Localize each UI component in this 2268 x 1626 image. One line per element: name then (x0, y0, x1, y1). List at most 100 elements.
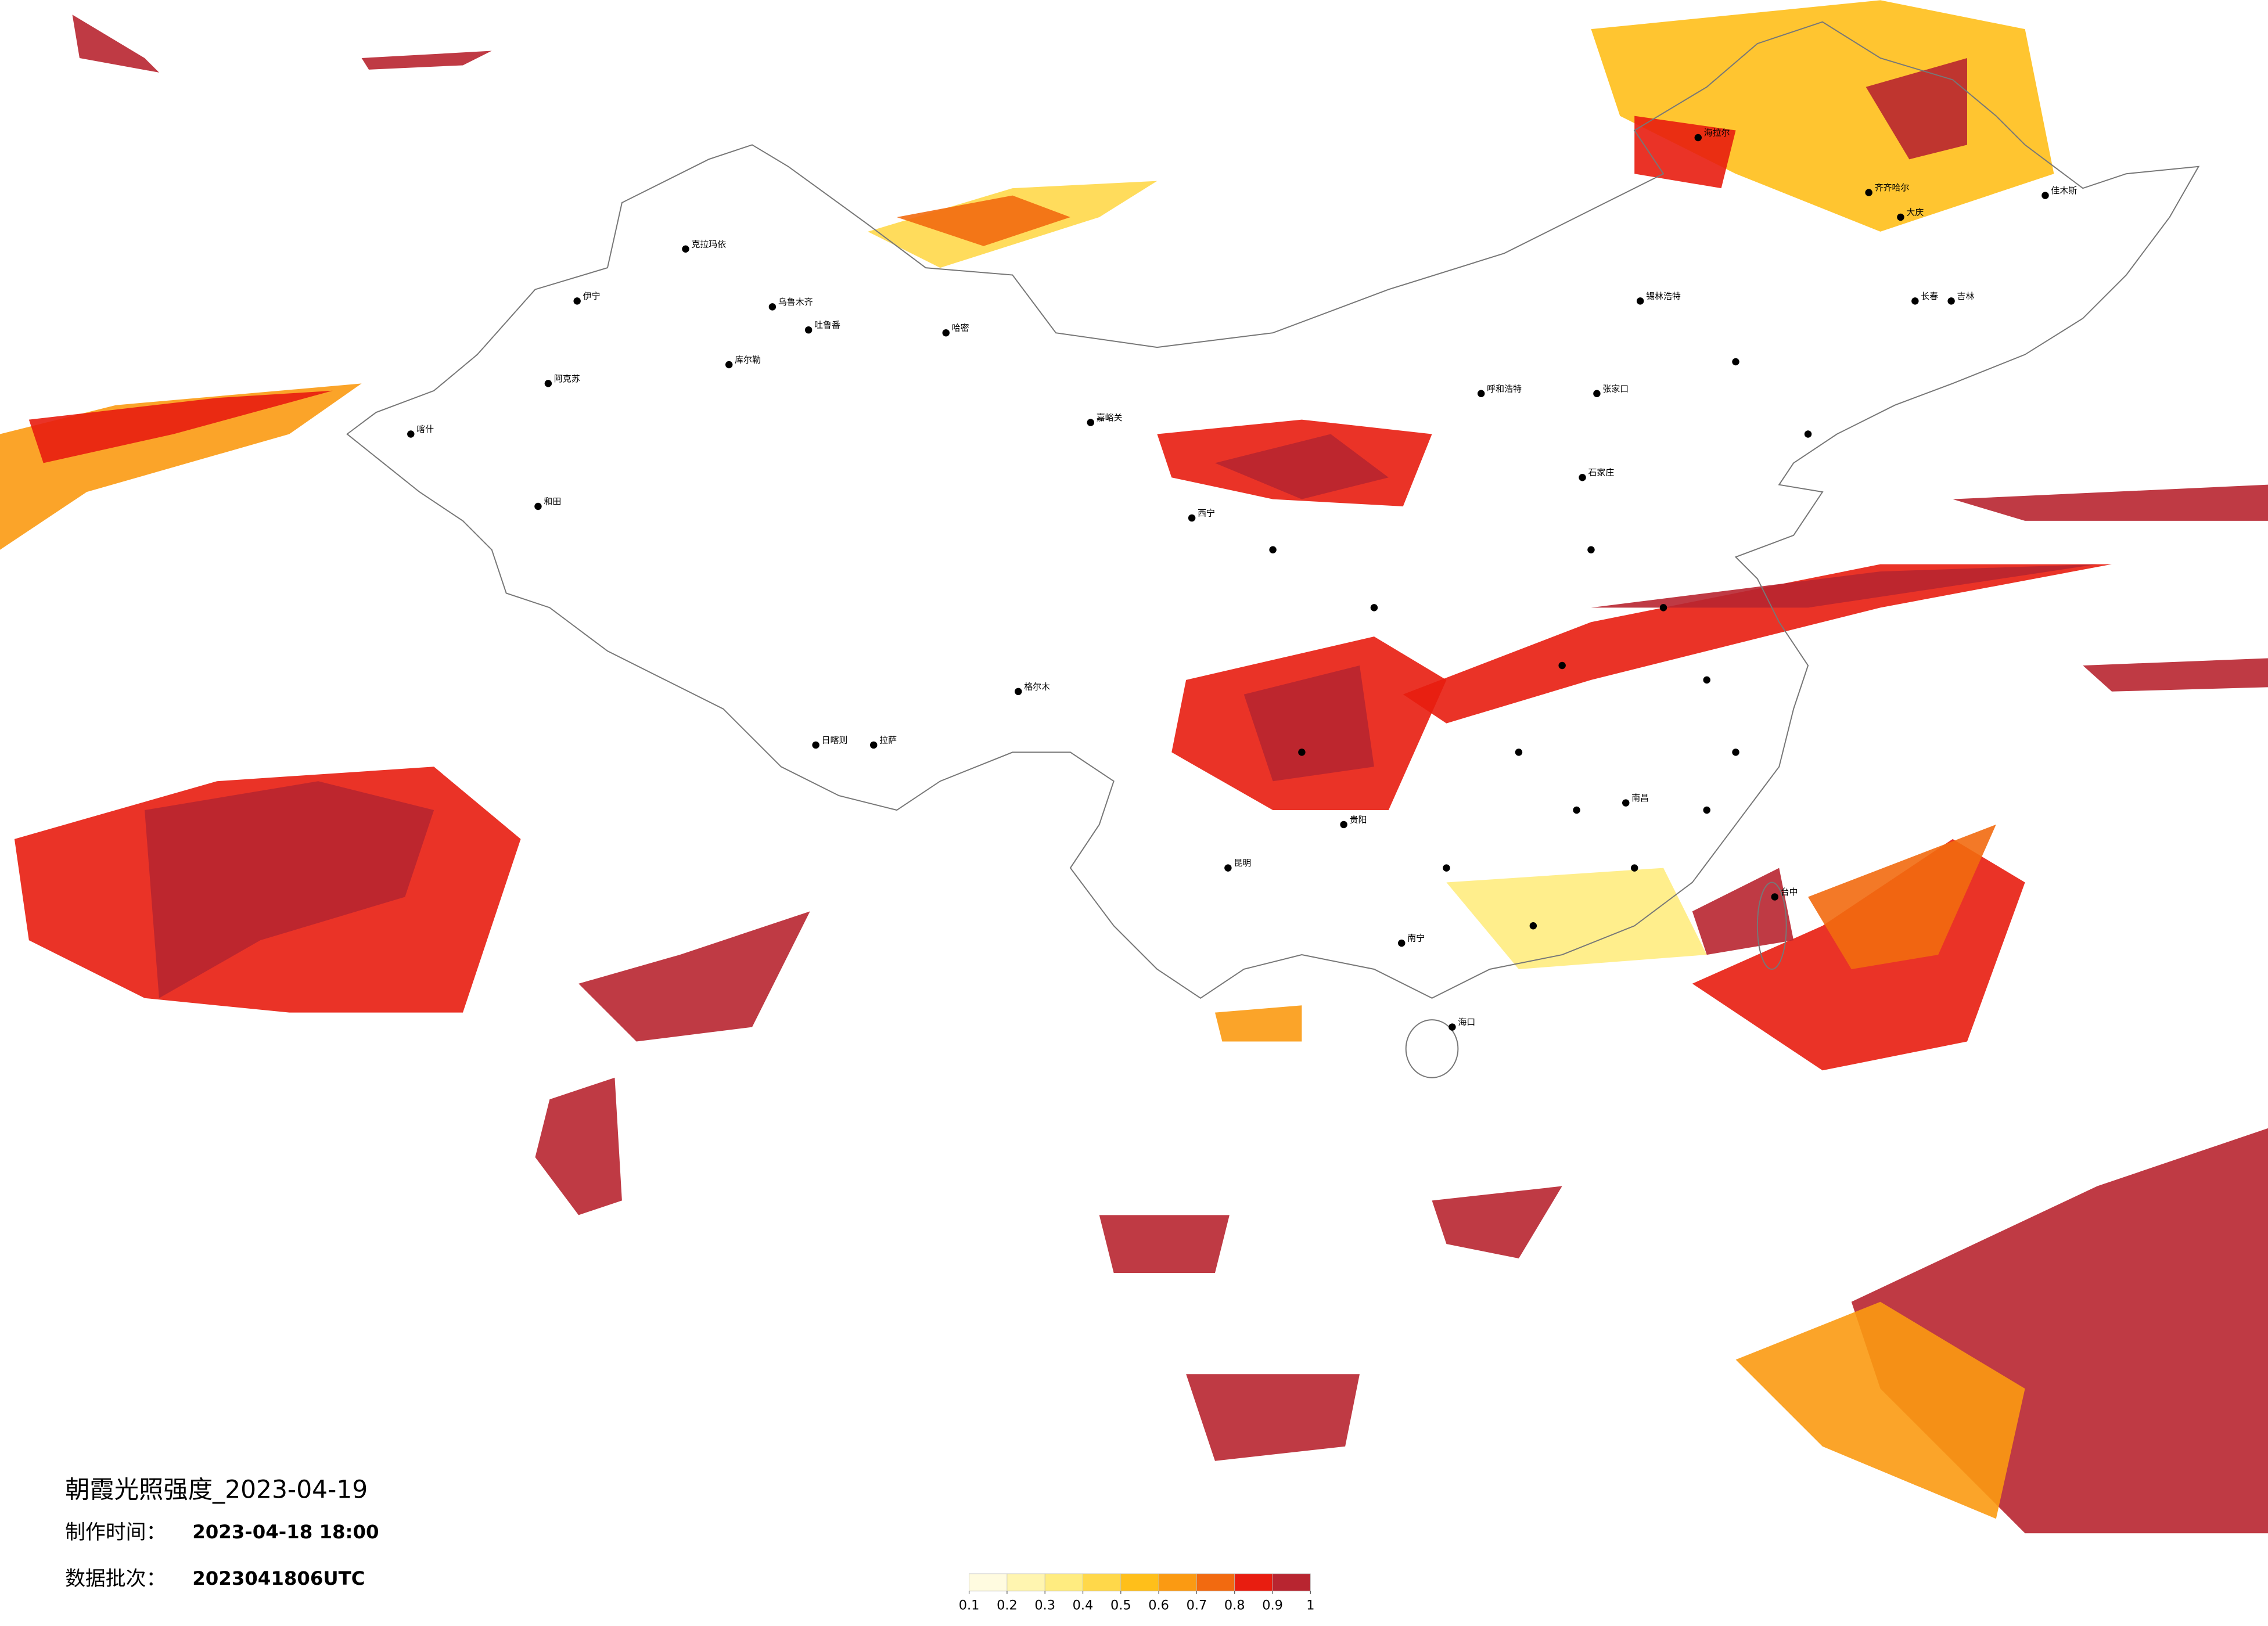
city-label: 嘉峪关 (1097, 412, 1123, 423)
colorbar-swatch (1158, 1573, 1197, 1592)
field-patch (1808, 824, 1996, 969)
map-title: 朝霞光照强度_2023-04-19 (65, 1476, 368, 1504)
colorbar-tick-label: 0.5 (1110, 1598, 1131, 1613)
city-dot (804, 326, 813, 334)
field-patch (1591, 0, 2054, 232)
colorbar-tick-label: 0.4 (1073, 1598, 1094, 1613)
city-dot (407, 430, 415, 438)
city-label: 贵阳 (1350, 814, 1367, 825)
city-label: 日喀则 (822, 735, 848, 745)
city-dot (942, 329, 950, 337)
city-label: 库尔勒 (735, 354, 761, 365)
city-dot (1188, 514, 1196, 522)
production-label: 制作时间： (65, 1521, 166, 1544)
city-label: 和田 (544, 497, 561, 507)
city-dot (1443, 864, 1450, 872)
city-dot (1515, 749, 1523, 756)
city-label: 海口 (1458, 1017, 1475, 1027)
city-label: 台中 (1781, 887, 1798, 897)
city-label: 南昌 (1631, 793, 1649, 803)
city-label: 吉林 (1957, 291, 1975, 301)
city-label: 喀什 (416, 424, 434, 434)
city-dot (1659, 604, 1667, 611)
city-dot (1579, 473, 1586, 481)
city-label: 哈密 (952, 323, 969, 333)
city-dot (1370, 604, 1378, 611)
field-patch (1214, 434, 1389, 499)
city-dot (1865, 189, 1872, 196)
city-dot (682, 245, 689, 253)
city-label: 格尔木 (1024, 681, 1050, 692)
colorbar-tick-label: 0.7 (1187, 1598, 1207, 1613)
city-dot (1558, 661, 1566, 670)
city-label: 石家庄 (1588, 467, 1614, 478)
city-dot (1622, 799, 1630, 807)
city-dot (1636, 297, 1644, 305)
city-dot (768, 303, 777, 311)
city-dot (1529, 922, 1537, 930)
field-patch (1214, 1005, 1302, 1042)
city-dot (1630, 864, 1638, 872)
hainan-outline (1405, 1019, 1459, 1078)
city-label: 呼和浩特 (1487, 383, 1522, 394)
intensity-field (0, 0, 2268, 1534)
city-label: 阿克苏 (554, 373, 580, 384)
city-dot (812, 741, 820, 749)
city-dot (869, 741, 878, 749)
field-patch (1591, 564, 2098, 608)
city-label: 长春 (1921, 291, 1938, 301)
colorbar-tick-label: 0.2 (997, 1598, 1018, 1613)
field-patch (1099, 1215, 1230, 1273)
colorbar-tick-label: 0.3 (1034, 1598, 1055, 1613)
city-label: 克拉玛依 (691, 239, 726, 249)
colorbar-tick-label: 0.1 (959, 1598, 980, 1613)
city-dot (1587, 546, 1595, 553)
city-dot (1947, 297, 1955, 305)
field-patch (361, 51, 492, 70)
city-label: 拉萨 (879, 735, 897, 745)
city-dot (1015, 688, 1022, 696)
field-patch (145, 781, 434, 998)
city-label: 乌鲁木齐 (778, 297, 813, 307)
city-label: 锡林浩特 (1646, 291, 1681, 301)
city-dot (1477, 390, 1485, 398)
batch: 2023041806UTC (192, 1567, 365, 1589)
city-dot (1573, 806, 1580, 814)
colorbar-swatch (1120, 1573, 1159, 1592)
city-dot (725, 361, 733, 369)
city-dot (1298, 749, 1306, 756)
field-patch (1634, 116, 1736, 189)
colorbar-swatch (1044, 1573, 1083, 1592)
city-label: 吐鲁番 (814, 320, 840, 330)
field-patch (1186, 1374, 1360, 1461)
city-dot (1732, 358, 1739, 366)
colorbar-tick-label: 0.9 (1262, 1598, 1283, 1613)
city-dot (534, 502, 542, 510)
city-dot (1448, 1023, 1456, 1031)
colorbar-tick-label: 0.6 (1148, 1598, 1169, 1613)
city-label: 伊宁 (583, 291, 601, 301)
field-patch (28, 390, 333, 463)
colorbar: 0.1 0.2 0.3 0.4 0.5 0.6 0.7 0.8 0.9 1 (959, 1573, 1314, 1613)
city-dot (1703, 806, 1710, 814)
colorbar-swatch (1083, 1573, 1122, 1592)
colorbar-swatch (969, 1573, 1008, 1592)
taiwan-outline (1756, 882, 1787, 970)
city-dot (1771, 893, 1778, 901)
city-dot (1398, 939, 1406, 947)
field-patch (2083, 658, 2268, 692)
batch-label: 数据批次： (65, 1567, 166, 1591)
city-dot (1224, 864, 1232, 872)
field-patch (1692, 868, 1794, 955)
city-dot (544, 380, 552, 387)
field-patch (1446, 868, 1707, 969)
city-dot (1340, 821, 1347, 829)
city-label: 齐齐哈尔 (1875, 182, 1910, 193)
field-patch (1243, 665, 1374, 782)
colorbar-swatch (1196, 1573, 1235, 1592)
colorbar-swatch (1007, 1573, 1045, 1592)
colorbar-tick-label: 1 (1306, 1598, 1314, 1613)
city-dot (573, 297, 581, 305)
